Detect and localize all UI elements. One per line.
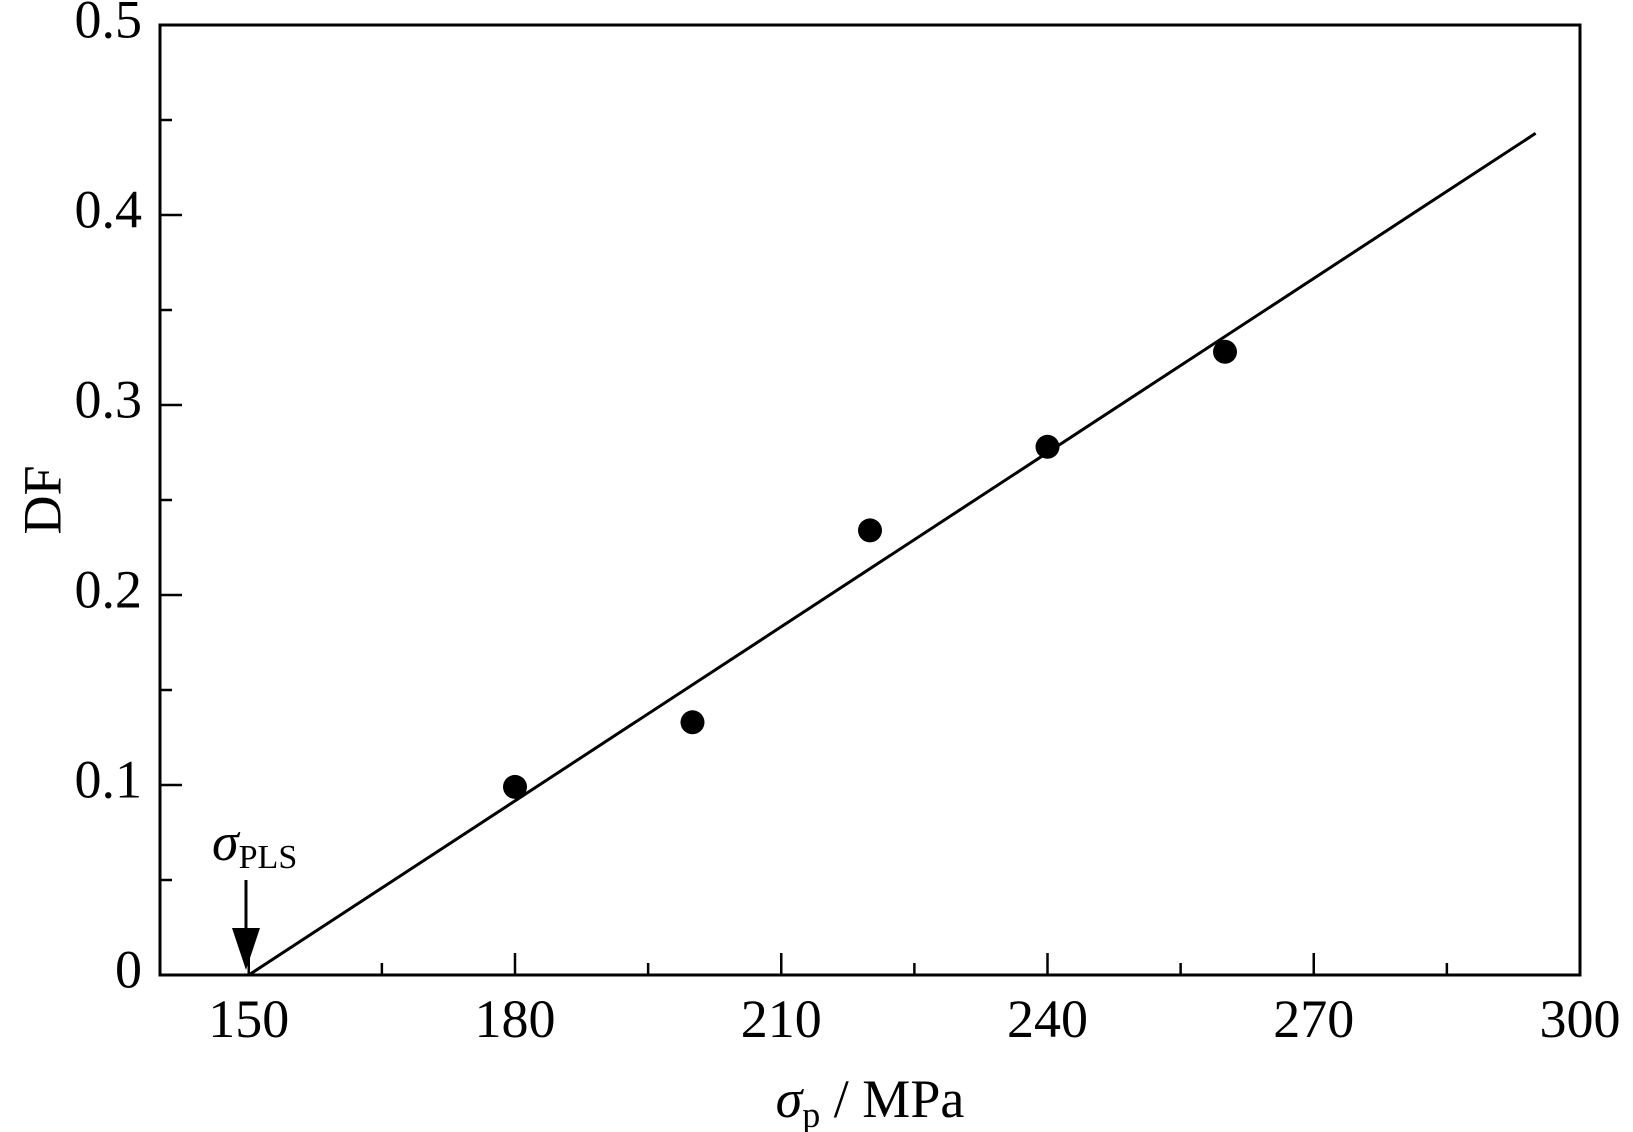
y-tick-label: 0 bbox=[115, 939, 142, 999]
x-axis-title-subscript: p bbox=[802, 1095, 820, 1132]
y-tick-label: 0.2 bbox=[75, 559, 143, 619]
x-tick-label: 150 bbox=[208, 989, 289, 1049]
x-axis-title: σp / MPa bbox=[776, 1069, 965, 1132]
y-tick-label: 0.3 bbox=[75, 369, 143, 429]
y-axis-title: DF bbox=[12, 465, 72, 534]
pls-annotation-label: σPLS bbox=[212, 812, 297, 876]
x-tick-label: 240 bbox=[1007, 989, 1088, 1049]
data-point bbox=[680, 710, 705, 735]
pls-arrow-head bbox=[232, 928, 260, 970]
fit-line bbox=[247, 132, 1537, 977]
y-tick-label: 0.4 bbox=[75, 179, 143, 239]
data-point bbox=[1213, 339, 1237, 364]
y-tick-label: 0.1 bbox=[75, 749, 143, 809]
x-tick-label: 210 bbox=[741, 989, 822, 1049]
pls-annotation-subscript: PLS bbox=[239, 839, 298, 876]
pls-annotation-symbol: σ bbox=[212, 812, 241, 872]
data-point bbox=[503, 774, 527, 799]
x-axis-title-symbol: σ bbox=[776, 1069, 805, 1129]
x-tick-label: 270 bbox=[1273, 989, 1354, 1049]
x-tick-label: 180 bbox=[475, 989, 556, 1049]
pls-annotation: σPLS bbox=[212, 812, 297, 970]
plot-frame bbox=[158, 23, 1582, 977]
x-axis-title-unit: / MPa bbox=[820, 1069, 964, 1129]
y-tick-label: 0.5 bbox=[75, 0, 143, 49]
data-point bbox=[858, 518, 882, 543]
x-tick-label: 300 bbox=[1540, 989, 1621, 1049]
data-point bbox=[1035, 434, 1060, 459]
